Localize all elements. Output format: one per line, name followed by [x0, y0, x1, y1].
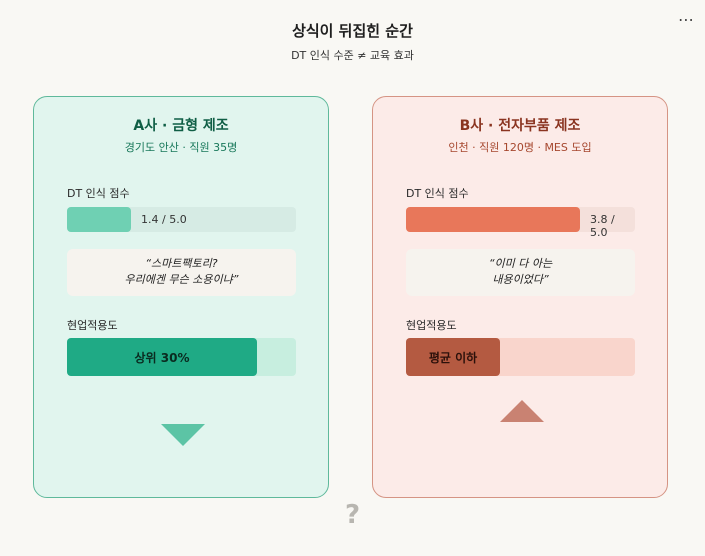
fit-bar: 상위 30% [67, 338, 296, 376]
score-bar-fill [67, 207, 131, 232]
page-title: 상식이 뒤집힌 순간 [292, 22, 413, 40]
fit-bar-fill: 상위 30% [67, 338, 257, 376]
card-title: A사 · 금형 제조 [133, 118, 229, 134]
score-label: DT 인식 점수 [67, 187, 130, 200]
fit-label: 현업적용도 [406, 319, 457, 332]
fit-value: 상위 30% [134, 350, 190, 365]
fit-bar-fill: 평균 이하 [406, 338, 500, 376]
quote-box: “스마트팩토리? 우리에겐 무슨 소용이냐” [67, 249, 296, 296]
card-company-a: A사 · 금형 제조 경기도 안산 · 직원 35명 DT 인식 점수 1.4 … [33, 96, 329, 498]
fit-label: 현업적용도 [67, 319, 118, 332]
fit-value: 평균 이하 [428, 350, 478, 365]
ellipsis-icon[interactable]: ⋯ [678, 10, 695, 29]
question-mark: ? [344, 500, 361, 530]
triangle-up-icon [500, 400, 544, 422]
quote-line: 내용이었다” [492, 273, 549, 286]
fit-bar: 평균 이하 [406, 338, 635, 376]
card-subtitle: 경기도 안산 · 직원 35명 [124, 141, 238, 154]
quote-line: “스마트팩토리? [145, 257, 218, 270]
score-bar: 3.8 / 5.0 [406, 207, 635, 239]
card-subtitle: 인천 · 직원 120명 · MES 도입 [448, 141, 592, 154]
quote-line: “이미 다 아는 [488, 257, 553, 270]
score-bar-fill [406, 207, 580, 232]
triangle-down-icon [161, 424, 205, 446]
quote-box: “이미 다 아는 내용이었다” [406, 249, 635, 296]
score-label: DT 인식 점수 [406, 187, 469, 200]
card-title: B사 · 전자부품 제조 [459, 118, 581, 134]
score-value: 1.4 / 5.0 [141, 213, 187, 226]
quote-line: 우리에겐 무슨 소용이냐” [124, 273, 239, 286]
score-value: 3.8 / 5.0 [590, 213, 615, 239]
page-subtitle: DT 인식 수준 ≠ 교육 효과 [291, 49, 414, 62]
card-company-b: B사 · 전자부품 제조 인천 · 직원 120명 · MES 도입 DT 인식… [372, 96, 668, 498]
score-bar: 1.4 / 5.0 [67, 207, 296, 232]
